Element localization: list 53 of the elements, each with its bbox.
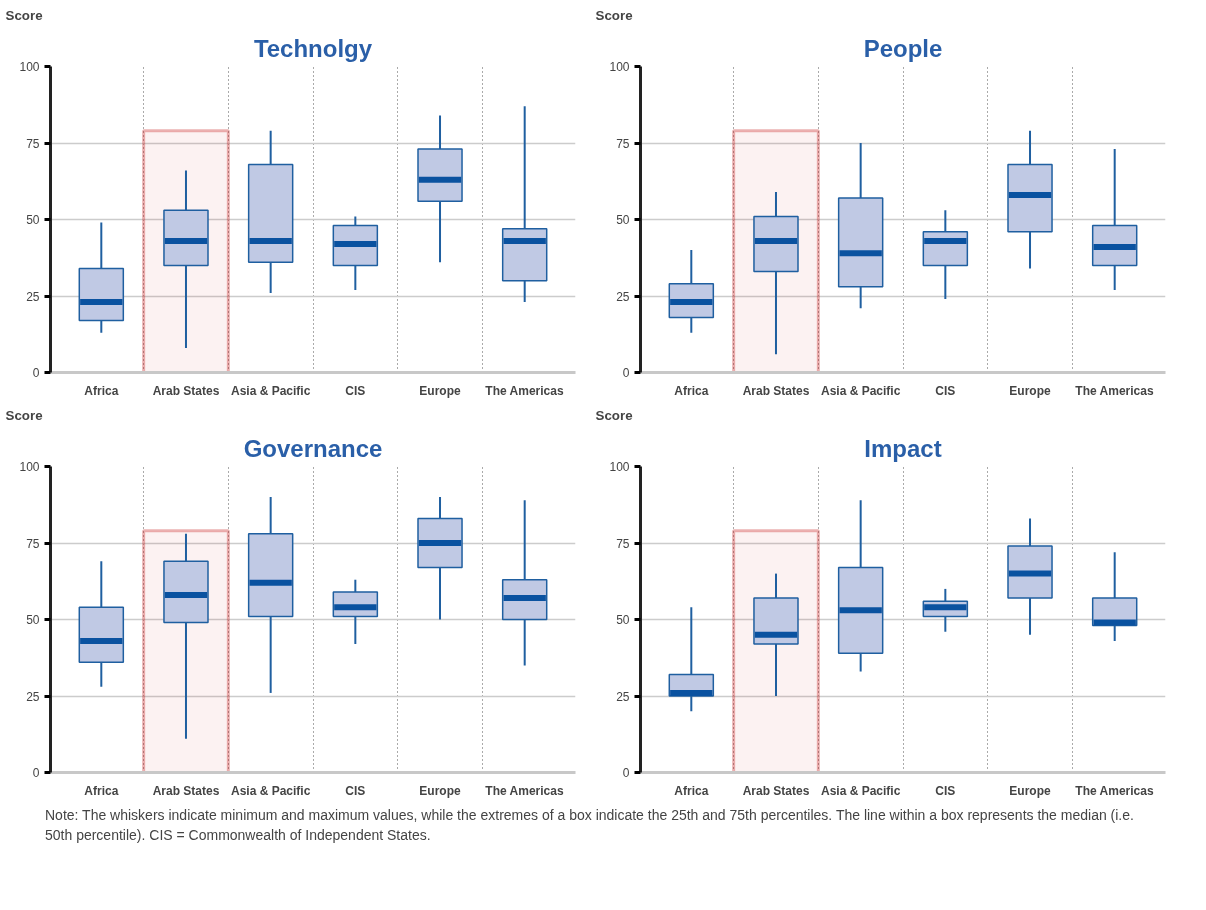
y-tick-label: 0: [622, 766, 630, 780]
y-tick-label: 0: [32, 766, 40, 780]
x-tick-label: Arab States: [152, 383, 220, 398]
chart-title: Impact: [864, 434, 942, 462]
x-tick-label: Europe: [1009, 783, 1052, 798]
y-axis-title: Score: [595, 407, 633, 423]
x-tick-label: Asia & Pacific: [230, 383, 311, 398]
chart-title: People: [863, 34, 943, 62]
x-tick-label: Europe: [419, 383, 462, 398]
x-tick-label: Europe: [1009, 383, 1052, 398]
y-tick-label: 100: [19, 60, 40, 74]
x-tick-label: CIS: [935, 783, 956, 798]
x-tick-label: Africa: [674, 783, 709, 798]
y-tick-label: 25: [26, 689, 40, 704]
x-tick-label: The Americas: [1075, 783, 1154, 798]
chart-title: Technolgy: [253, 34, 373, 62]
y-tick-label: 100: [609, 60, 630, 74]
y-tick-label: 75: [26, 136, 40, 151]
y-axis-title: Score: [5, 7, 43, 23]
x-tick-label: Africa: [674, 383, 709, 398]
y-tick-label: 75: [26, 536, 40, 551]
y-axis-title: Score: [595, 7, 633, 23]
y-tick-label: 0: [32, 366, 40, 380]
x-tick-label: Asia & Pacific: [230, 783, 311, 798]
x-tick-label: Africa: [84, 383, 119, 398]
x-tick-label: Arab States: [152, 783, 220, 798]
x-tick-label: The Americas: [485, 383, 564, 398]
x-tick-label: Europe: [419, 783, 462, 798]
y-tick-label: 50: [26, 613, 40, 627]
y-tick-label: 100: [19, 460, 40, 474]
y-tick-label: 50: [616, 613, 630, 627]
y-tick-label: 75: [616, 536, 630, 551]
x-tick-label: CIS: [345, 783, 366, 798]
x-tick-label: The Americas: [1075, 383, 1154, 398]
x-tick-label: Africa: [84, 783, 119, 798]
x-tick-label: Arab States: [742, 783, 810, 798]
y-tick-label: 100: [609, 460, 630, 474]
y-tick-label: 75: [616, 136, 630, 151]
chart-title: Governance: [243, 434, 383, 462]
y-tick-label: 25: [616, 689, 630, 704]
x-tick-label: Asia & Pacific: [820, 383, 901, 398]
x-tick-label: Asia & Pacific: [820, 783, 901, 798]
y-axis-title: Score: [5, 407, 43, 423]
text: Note: The whiskers indicate minimum and maximum values, while the extremes of a box indicate the 25th and 75th percentiles. The line within a box represents the median (i.e. 50th percentile). CIS = Commonwealth of Independent States.: [45, 806, 1135, 845]
x-tick-label: CIS: [935, 383, 956, 398]
x-tick-label: The Americas: [485, 783, 564, 798]
y-tick-label: 0: [622, 366, 630, 380]
x-tick-label: CIS: [345, 383, 366, 398]
y-tick-label: 25: [616, 289, 630, 304]
y-tick-label: 50: [616, 213, 630, 227]
y-tick-label: 50: [26, 213, 40, 227]
x-tick-label: Arab States: [742, 383, 810, 398]
y-tick-label: 25: [26, 289, 40, 304]
